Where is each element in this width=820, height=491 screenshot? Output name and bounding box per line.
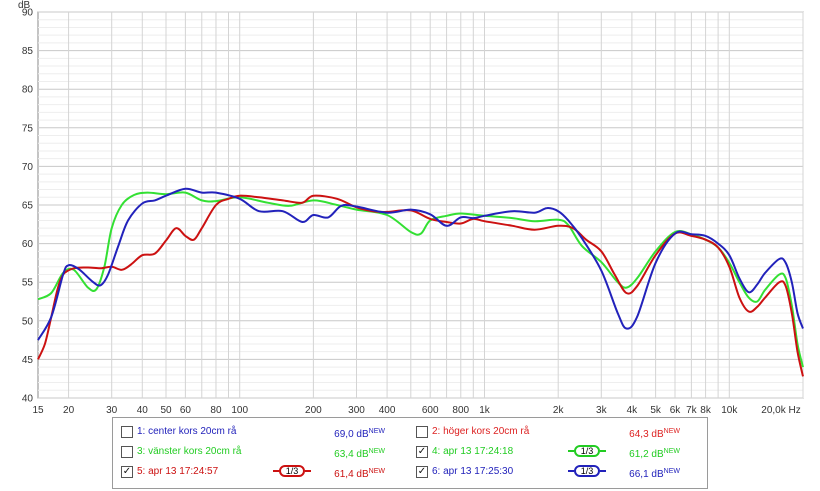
new-badge: NEW bbox=[663, 428, 680, 435]
x-tick-label: 5k bbox=[650, 405, 662, 416]
x-tick-label: 7k bbox=[686, 405, 698, 416]
y-tick-label: 55 bbox=[22, 278, 34, 289]
y-tick-label: 90 bbox=[22, 8, 34, 19]
x-tick-label: 2k bbox=[553, 405, 565, 416]
x-tick-label: 30 bbox=[106, 405, 118, 416]
legend-item: 3: vänster kors 20cm rå 63,4 dBNEW bbox=[121, 444, 401, 460]
legend-label: 3: vänster kors 20cm rå bbox=[137, 446, 242, 457]
x-tick-label: 200 bbox=[305, 405, 322, 416]
smoothing-badge[interactable]: 1/3 bbox=[568, 445, 606, 457]
legend-checkbox[interactable]: ✓ bbox=[121, 466, 133, 478]
x-tick-label: 400 bbox=[379, 405, 396, 416]
x-tick-label: 80 bbox=[210, 405, 222, 416]
x-tick-label: 100 bbox=[231, 405, 248, 416]
chart-legend: 1: center kors 20cm rå 69,0 dBNEW 2: höger… bbox=[112, 417, 708, 489]
legend-item: 1: center kors 20cm rå 69,0 dBNEW bbox=[121, 424, 401, 440]
legend-label: 4: apr 13 17:24:18 bbox=[432, 446, 514, 457]
legend-item: ✓ 6: apr 13 17:25:30 1/3 66,1 dBNEW bbox=[416, 464, 696, 480]
frequency-response-chart: 90 85 80 75 70 65 60 55 50 45 40 dB 15 20 30 40 50 60 80 10… bbox=[18, 0, 804, 416]
smoothing-label: 1/3 bbox=[580, 446, 594, 456]
y-tick-label: 75 bbox=[22, 123, 34, 134]
x-tick-label: 15 bbox=[32, 405, 44, 416]
new-badge: NEW bbox=[663, 448, 680, 455]
smoothing-label: 1/3 bbox=[285, 466, 299, 476]
x-tick-label: 50 bbox=[160, 405, 172, 416]
series-line-1 bbox=[37, 191, 804, 368]
legend-label: 1: center kors 20cm rå bbox=[137, 426, 237, 437]
smoothing-badge[interactable]: 1/3 bbox=[273, 465, 311, 477]
x-tick-label: 6k bbox=[670, 405, 682, 416]
legend-checkbox[interactable]: ✓ bbox=[416, 466, 428, 478]
y-tick-label: 80 bbox=[22, 85, 34, 96]
legend-db-value: 61,4 dBNEW bbox=[334, 468, 385, 480]
x-tick-label: 300 bbox=[348, 405, 365, 416]
y-axis-unit: dB bbox=[18, 0, 31, 11]
series-line-3 bbox=[37, 187, 804, 341]
x-tick-label: 3k bbox=[596, 405, 608, 416]
legend-checkbox[interactable]: ✓ bbox=[416, 446, 428, 458]
x-tick-label: 40 bbox=[137, 405, 149, 416]
new-badge: NEW bbox=[368, 428, 385, 435]
x-tick-label: 10k bbox=[721, 405, 738, 416]
y-tick-label: 50 bbox=[22, 316, 34, 327]
y-tick-label: 70 bbox=[22, 162, 34, 173]
x-tick-label: 20 bbox=[63, 405, 75, 416]
y-tick-label: 45 bbox=[22, 355, 34, 366]
x-tick-label: 600 bbox=[422, 405, 439, 416]
legend-checkbox[interactable] bbox=[121, 426, 133, 438]
new-badge: NEW bbox=[368, 448, 385, 455]
x-tick-label: 8k bbox=[700, 405, 712, 416]
smoothing-label: 1/3 bbox=[580, 466, 594, 476]
legend-db-value: 64,3 dBNEW bbox=[629, 428, 680, 440]
new-badge: NEW bbox=[663, 468, 680, 475]
smoothing-badge[interactable]: 1/3 bbox=[568, 465, 606, 477]
y-tick-label: 60 bbox=[22, 239, 34, 250]
y-tick-label: 40 bbox=[22, 394, 34, 405]
x-tick-label: 4k bbox=[627, 405, 639, 416]
new-badge: NEW bbox=[368, 468, 385, 475]
legend-checkbox[interactable] bbox=[416, 426, 428, 438]
y-tick-label: 85 bbox=[22, 46, 34, 57]
legend-db-value: 66,1 dBNEW bbox=[629, 468, 680, 480]
legend-db-value: 61,2 dBNEW bbox=[629, 448, 680, 460]
legend-label: 2: höger kors 20cm rå bbox=[432, 426, 530, 437]
x-tick-label: 60 bbox=[180, 405, 192, 416]
legend-label: 5: apr 13 17:24:57 bbox=[137, 466, 219, 477]
legend-label: 6: apr 13 17:25:30 bbox=[432, 466, 514, 477]
legend-item: ✓ 5: apr 13 17:24:57 1/3 61,4 dBNEW bbox=[121, 464, 401, 480]
legend-checkbox[interactable] bbox=[121, 446, 133, 458]
legend-db-value: 63,4 dBNEW bbox=[334, 448, 385, 460]
legend-item: ✓ 4: apr 13 17:24:18 1/3 61,2 dBNEW bbox=[416, 444, 696, 460]
x-tick-label: 1k bbox=[479, 405, 491, 416]
legend-db-value: 69,0 dBNEW bbox=[334, 428, 385, 440]
x-tick-label: 800 bbox=[452, 405, 469, 416]
y-tick-label: 65 bbox=[22, 201, 34, 212]
legend-item: 2: höger kors 20cm rå 64,3 dBNEW bbox=[416, 424, 696, 440]
x-tick-label: 20,0k Hz bbox=[761, 405, 800, 416]
